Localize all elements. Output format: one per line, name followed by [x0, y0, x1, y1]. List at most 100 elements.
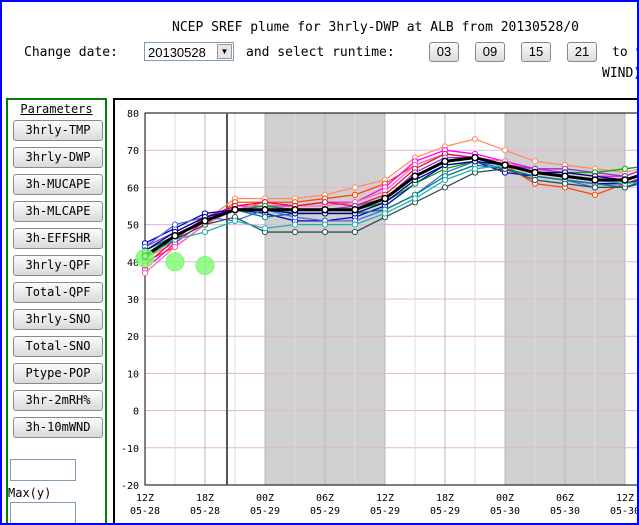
member-point: [171, 221, 179, 228]
x-tick-label: 06Z: [316, 493, 334, 504]
change-date-label: Change date:: [24, 45, 118, 60]
max-y-label: Max(y): [8, 486, 52, 500]
param-button-3hrly-sno[interactable]: 3hrly-SNO: [13, 309, 103, 330]
member-point: [621, 165, 629, 172]
wind-text: WIND): [602, 66, 639, 81]
y-tick-label: -10: [121, 444, 139, 455]
mean-point: [531, 168, 539, 177]
member-point: [141, 269, 149, 277]
mean-point: [231, 205, 239, 214]
min-y-input[interactable]: [10, 459, 76, 481]
member-point: [321, 221, 329, 228]
y-tick-label: 10: [127, 369, 139, 380]
param-button-3h-effshr[interactable]: 3h-EFFSHR: [13, 228, 103, 249]
mean-point: [351, 205, 359, 214]
date-select[interactable]: 20130528 ▼: [144, 42, 234, 61]
x-tick-label: 12Z: [376, 493, 394, 504]
observation-point-0: [135, 248, 155, 268]
parameters-title: Parameters: [20, 102, 93, 116]
mean-point: [621, 176, 629, 184]
x-tick-date-label: 05-28: [190, 506, 220, 517]
member-point: [351, 221, 359, 228]
member-point: [291, 228, 299, 236]
runtime-button-15[interactable]: 15: [521, 42, 551, 62]
member-point: [471, 135, 479, 143]
mean-point: [591, 176, 599, 184]
member-point: [351, 228, 359, 236]
member-point: [531, 176, 539, 184]
y-tick-label: 50: [127, 221, 139, 232]
observation-point-1: [165, 252, 185, 272]
date-select-value: 20130528: [148, 45, 206, 60]
x-tick-date-label: 05-29: [310, 506, 340, 517]
x-tick-date-label: 05-30: [610, 506, 639, 517]
param-button-ptype-pop[interactable]: Ptype-POP: [13, 363, 103, 384]
mean-point: [561, 172, 569, 180]
member-point: [351, 191, 359, 198]
x-tick-label: 06Z: [556, 493, 574, 504]
member-point: [261, 225, 269, 232]
member-point: [171, 243, 179, 251]
mean-point: [171, 232, 179, 240]
member-point: [531, 158, 539, 165]
mean-point: [291, 205, 299, 214]
y-tick-label: -20: [121, 481, 139, 492]
param-button-3h-mlcape[interactable]: 3h-MLCAPE: [13, 201, 103, 222]
x-tick-label: 18Z: [196, 493, 214, 504]
mean-point: [411, 172, 419, 180]
mean-point: [501, 161, 509, 169]
x-tick-label: 18Z: [436, 493, 454, 504]
runtime-button-09[interactable]: 09: [475, 42, 505, 62]
y-tick-label: 30: [127, 295, 139, 306]
x-tick-date-label: 05-30: [490, 506, 520, 517]
plot-border: [144, 112, 637, 486]
runtime-button-03[interactable]: 03: [429, 42, 459, 62]
mean-point: [321, 205, 329, 214]
y-tick-label: 0: [133, 407, 139, 418]
member-point: [321, 228, 329, 236]
to-label: to v: [612, 45, 637, 60]
runtime-button-21[interactable]: 21: [567, 42, 597, 62]
mean-point: [261, 205, 269, 214]
param-button-3hrly-tmp[interactable]: 3hrly-TMP: [13, 120, 103, 141]
param-button-3hrly-qpf[interactable]: 3hrly-QPF: [13, 255, 103, 276]
member-point: [291, 221, 299, 228]
max-y-input[interactable]: [10, 502, 76, 523]
plume-chart: -20 -10 0 10 20 30 40 50 60 70 80 12Z 05-28 18Z 05-28 0…: [113, 98, 639, 523]
mean-point: [441, 157, 449, 166]
param-button-3hrly-dwp[interactable]: 3hrly-DWP: [13, 147, 103, 168]
y-tick-label: 20: [127, 332, 139, 343]
param-button-3hr-2mrh[interactable]: 3hr-2mRH%: [13, 390, 103, 411]
parameters-sidebar: Parameters 3hrly-TMP 3hrly-DWP 3h-MUCAPE…: [6, 98, 107, 523]
x-tick-date-label: 05-29: [250, 506, 280, 517]
select-runtime-label: and select runtime:: [246, 45, 395, 60]
y-tick-label: 70: [127, 146, 139, 157]
member-point: [261, 214, 269, 221]
y-tick-label: 80: [127, 109, 139, 120]
member-point: [231, 217, 239, 224]
param-button-3h-mucape[interactable]: 3h-MUCAPE: [13, 174, 103, 195]
x-tick-date-label: 05-29: [430, 506, 460, 517]
x-tick-date-label: 05-28: [130, 506, 160, 517]
x-tick-label: 00Z: [496, 493, 514, 504]
x-tick-label: 12Z: [616, 493, 634, 504]
member-point: [501, 147, 509, 154]
member-point: [411, 195, 419, 202]
member-point: [441, 184, 449, 191]
y-tick-label: 60: [127, 183, 139, 194]
param-button-3h-10mwnd[interactable]: 3h-10mWND: [13, 417, 103, 438]
param-button-total-qpf[interactable]: Total-QPF: [13, 282, 103, 303]
observation-point-2: [195, 256, 215, 276]
chevron-down-icon[interactable]: ▼: [217, 44, 232, 59]
member-point: [471, 165, 479, 172]
mean-point: [201, 217, 209, 225]
member-point: [591, 184, 599, 191]
x-tick-label: 12Z: [136, 493, 154, 504]
member-point: [201, 228, 209, 236]
member-point: [591, 191, 599, 198]
x-tick-label: 00Z: [256, 493, 274, 504]
x-tick-date-label: 05-30: [550, 506, 580, 517]
param-button-total-sno[interactable]: Total-SNO: [13, 336, 103, 357]
member-point: [351, 184, 359, 191]
